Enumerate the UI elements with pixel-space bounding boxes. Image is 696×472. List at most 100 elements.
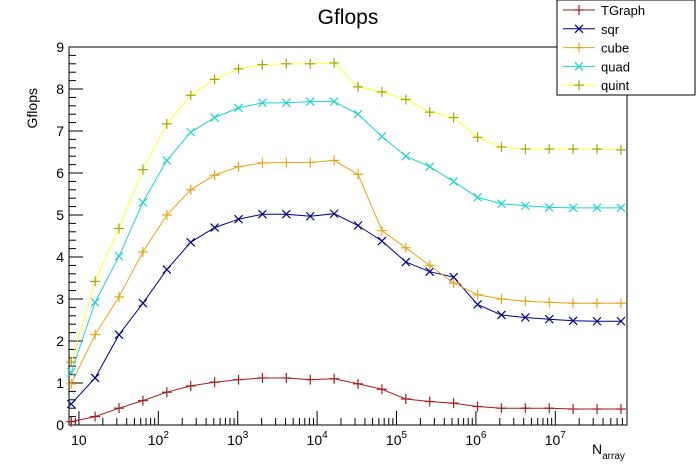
- data-point-cube: [209, 170, 220, 181]
- data-point-quint: [424, 107, 435, 118]
- data-point-sqr: [520, 313, 530, 322]
- data-point-cube: [448, 278, 459, 289]
- data-point-sqr: [234, 214, 243, 224]
- x-tick-label-base: 10: [227, 432, 243, 448]
- data-point-tgraph: [472, 401, 483, 412]
- data-point-sqr: [616, 316, 626, 326]
- data-point-tgraph: [544, 403, 555, 414]
- data-point-sqr: [425, 267, 435, 277]
- data-point-quad: [568, 203, 578, 213]
- data-point-sqr: [90, 373, 100, 383]
- data-point-tgraph: [305, 374, 316, 385]
- data-point-tgraph: [161, 387, 172, 398]
- data-point-quad: [329, 97, 339, 107]
- legend-entry-sqr: sqr: [563, 22, 620, 37]
- data-point-quint: [161, 118, 172, 129]
- x-axis-title-main: N: [592, 441, 602, 457]
- x-tick-label: 10: [71, 432, 87, 448]
- data-point-quad: [353, 109, 363, 119]
- data-point-cube: [568, 298, 579, 309]
- data-point-tgraph: [114, 403, 125, 414]
- data-point-cube: [544, 297, 555, 308]
- data-point-sqr: [138, 298, 148, 308]
- y-tick-label: 4: [56, 249, 64, 265]
- x-tick-label-base: 10: [545, 432, 561, 448]
- legend-marker-quint: [574, 80, 584, 91]
- data-point-tgraph: [615, 404, 626, 415]
- x-tick-label-base: 10: [71, 432, 87, 448]
- data-point-quad: [473, 192, 482, 202]
- legend-entry-quad: quad: [563, 59, 630, 74]
- data-point-quint: [66, 357, 77, 367]
- x-tick-label: 106: [465, 430, 487, 448]
- data-point-quad: [234, 103, 243, 113]
- data-point-quint: [520, 144, 531, 155]
- legend-label-quad: quad: [601, 59, 630, 74]
- data-point-cube: [90, 329, 101, 340]
- x-tick-label: 104: [307, 430, 329, 448]
- data-point-sqr: [162, 265, 172, 275]
- x-tick-label-exponent: 7: [560, 430, 566, 441]
- data-point-cube: [329, 155, 340, 166]
- legend-label-sqr: sqr: [601, 22, 620, 37]
- data-point-quint: [353, 81, 364, 92]
- data-point-quint: [281, 58, 292, 69]
- data-point-quad: [138, 197, 148, 207]
- x-tick-label: 107: [545, 430, 567, 448]
- x-tick-label-base: 10: [465, 432, 481, 448]
- data-point-cube: [496, 294, 507, 304]
- data-point-tgraph: [90, 411, 101, 422]
- data-point-tgraph: [233, 374, 244, 385]
- series-quint: [66, 57, 626, 367]
- x-axis-title-sub: array: [602, 451, 625, 462]
- data-point-quad: [258, 98, 267, 108]
- data-point-sqr: [329, 209, 339, 219]
- data-point-cube: [66, 378, 77, 389]
- data-point-quad: [66, 368, 76, 377]
- data-point-quint: [472, 132, 483, 143]
- data-point-quad: [114, 251, 124, 261]
- data-point-sqr: [353, 221, 363, 230]
- data-point-tgraph: [496, 403, 507, 414]
- data-point-cube: [353, 169, 364, 180]
- legend-marker-tgraph: [574, 5, 584, 15]
- data-point-quad: [592, 203, 602, 213]
- data-point-quad: [305, 97, 315, 107]
- x-tick-label-exponent: 2: [163, 430, 169, 441]
- data-point-quad: [497, 199, 506, 209]
- data-point-cube: [185, 184, 196, 195]
- data-point-sqr: [544, 314, 554, 324]
- data-point-quad: [401, 151, 411, 161]
- legend-marker-cube: [574, 42, 584, 53]
- data-point-quint: [544, 144, 555, 155]
- data-point-sqr: [473, 300, 482, 309]
- y-tick-label: 7: [56, 123, 64, 139]
- data-point-tgraph: [137, 395, 148, 406]
- plot-frame: [68, 46, 628, 426]
- data-point-quad: [90, 297, 100, 307]
- data-point-tgraph: [448, 398, 459, 409]
- data-point-tgraph: [568, 404, 579, 415]
- data-point-cube: [114, 291, 125, 302]
- series-cube: [66, 155, 626, 389]
- series-layer: [66, 57, 626, 427]
- data-point-cube: [281, 157, 292, 168]
- data-point-sqr: [401, 257, 411, 267]
- data-point-tgraph: [281, 372, 292, 383]
- data-point-tgraph: [592, 404, 603, 415]
- y-tick-label: 6: [56, 165, 64, 181]
- data-point-sqr: [186, 237, 196, 247]
- data-point-quint: [592, 144, 603, 155]
- data-point-quad: [425, 162, 435, 172]
- x-tick-label-exponent: 4: [322, 430, 328, 441]
- y-tick-label: 3: [56, 291, 64, 307]
- data-point-quint: [114, 223, 125, 234]
- legend-label-cube: cube: [601, 41, 629, 56]
- data-point-cube: [137, 246, 148, 257]
- series-quad: [66, 97, 626, 377]
- data-point-tgraph: [329, 373, 340, 384]
- data-point-sqr: [114, 330, 124, 340]
- data-point-quint: [257, 59, 268, 70]
- legend-entry-tgraph: TGraph: [563, 3, 645, 18]
